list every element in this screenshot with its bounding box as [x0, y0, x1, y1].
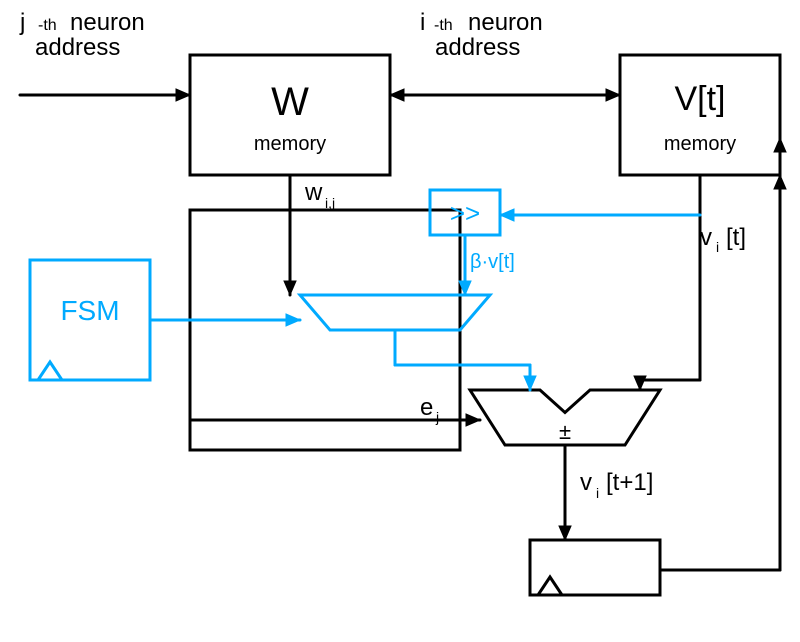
fsm-label: FSM: [60, 295, 119, 326]
j-neuron-th: ‑th: [38, 17, 57, 34]
vit-bracket: [t]: [726, 224, 746, 251]
shift-label: >>: [450, 198, 480, 228]
vit1-sub: i: [596, 485, 599, 501]
vit1-bracket: [t+1]: [606, 469, 653, 496]
wij-sub: i,j: [325, 195, 335, 211]
w-memory-title: W: [271, 80, 309, 124]
vit-label: v: [700, 224, 712, 251]
vit-sub: i: [716, 239, 719, 255]
v-memory-title: V[t]: [674, 80, 725, 118]
ej-sub: j: [435, 409, 439, 425]
j-address: address: [35, 34, 120, 61]
ej-label: e: [420, 394, 433, 421]
v-memory-sub: memory: [664, 133, 736, 155]
vit1-label: v: [580, 469, 592, 496]
pm-label: ±: [559, 419, 571, 444]
i-neuron-label: i: [420, 9, 425, 36]
i-neuron-th: ‑th: [434, 17, 453, 34]
j-neuron-word: neuron: [70, 9, 145, 36]
i-neuron-word: neuron: [468, 9, 543, 36]
i-address: address: [435, 34, 520, 61]
wij-label: w: [304, 179, 323, 206]
w-memory-sub: memory: [254, 133, 326, 155]
beta-v-label: β·v[t]: [470, 251, 515, 273]
j-neuron-label: j: [19, 9, 25, 36]
